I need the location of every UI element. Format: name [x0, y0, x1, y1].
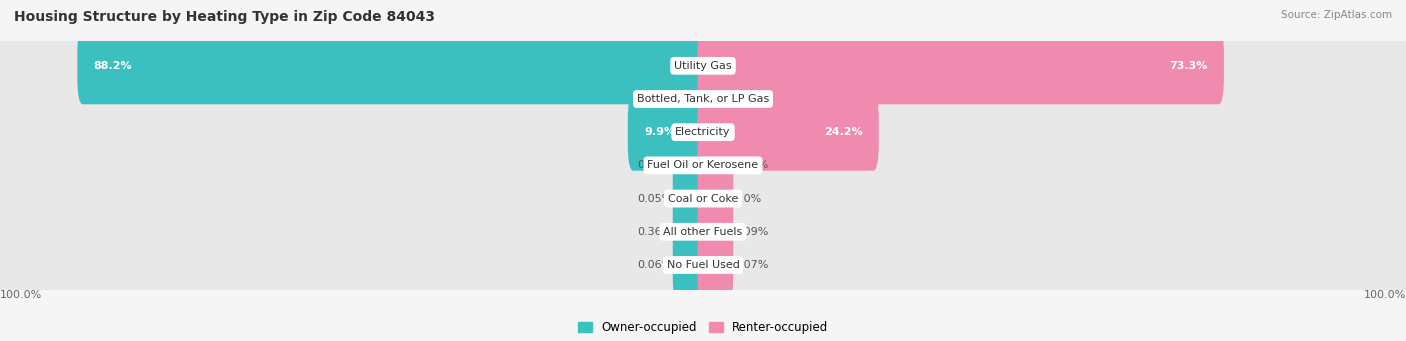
Text: 1.4%: 1.4%	[644, 94, 672, 104]
Text: 24.2%: 24.2%	[824, 127, 863, 137]
Text: 100.0%: 100.0%	[1364, 290, 1406, 300]
Text: Utility Gas: Utility Gas	[675, 61, 731, 71]
Text: Bottled, Tank, or LP Gas: Bottled, Tank, or LP Gas	[637, 94, 769, 104]
FancyBboxPatch shape	[0, 1, 1406, 131]
Text: 0.09%: 0.09%	[734, 227, 769, 237]
FancyBboxPatch shape	[672, 193, 709, 270]
FancyBboxPatch shape	[77, 27, 709, 104]
FancyBboxPatch shape	[697, 193, 734, 270]
Text: 0.36%: 0.36%	[637, 227, 672, 237]
Text: 0.0%: 0.0%	[734, 194, 762, 204]
Text: No Fuel Used: No Fuel Used	[666, 260, 740, 270]
Text: Fuel Oil or Kerosene: Fuel Oil or Kerosene	[647, 160, 759, 170]
FancyBboxPatch shape	[0, 200, 1406, 330]
FancyBboxPatch shape	[0, 167, 1406, 297]
FancyBboxPatch shape	[697, 226, 734, 303]
FancyBboxPatch shape	[697, 127, 734, 204]
Text: Housing Structure by Heating Type in Zip Code 84043: Housing Structure by Heating Type in Zip…	[14, 10, 434, 24]
Text: Electricity: Electricity	[675, 127, 731, 137]
FancyBboxPatch shape	[697, 160, 734, 237]
FancyBboxPatch shape	[627, 94, 709, 171]
Text: 9.9%: 9.9%	[644, 127, 675, 137]
Text: 0.07%: 0.07%	[734, 260, 769, 270]
FancyBboxPatch shape	[0, 34, 1406, 164]
Text: All other Fuels: All other Fuels	[664, 227, 742, 237]
FancyBboxPatch shape	[0, 100, 1406, 231]
Legend: Owner-occupied, Renter-occupied: Owner-occupied, Renter-occupied	[572, 316, 834, 339]
FancyBboxPatch shape	[672, 127, 709, 204]
FancyBboxPatch shape	[672, 226, 709, 303]
Text: 1.7%: 1.7%	[734, 94, 762, 104]
FancyBboxPatch shape	[672, 60, 709, 137]
Text: Source: ZipAtlas.com: Source: ZipAtlas.com	[1281, 10, 1392, 20]
FancyBboxPatch shape	[697, 94, 879, 171]
FancyBboxPatch shape	[672, 160, 709, 237]
Text: 0.05%: 0.05%	[637, 194, 672, 204]
Text: 73.3%: 73.3%	[1170, 61, 1208, 71]
Text: 100.0%: 100.0%	[0, 290, 42, 300]
Text: Coal or Coke: Coal or Coke	[668, 194, 738, 204]
Text: 88.2%: 88.2%	[93, 61, 132, 71]
FancyBboxPatch shape	[697, 60, 734, 137]
FancyBboxPatch shape	[0, 134, 1406, 264]
FancyBboxPatch shape	[0, 67, 1406, 197]
FancyBboxPatch shape	[697, 27, 1223, 104]
Text: 0.69%: 0.69%	[734, 160, 769, 170]
Text: 0.08%: 0.08%	[637, 160, 672, 170]
Text: 0.06%: 0.06%	[637, 260, 672, 270]
